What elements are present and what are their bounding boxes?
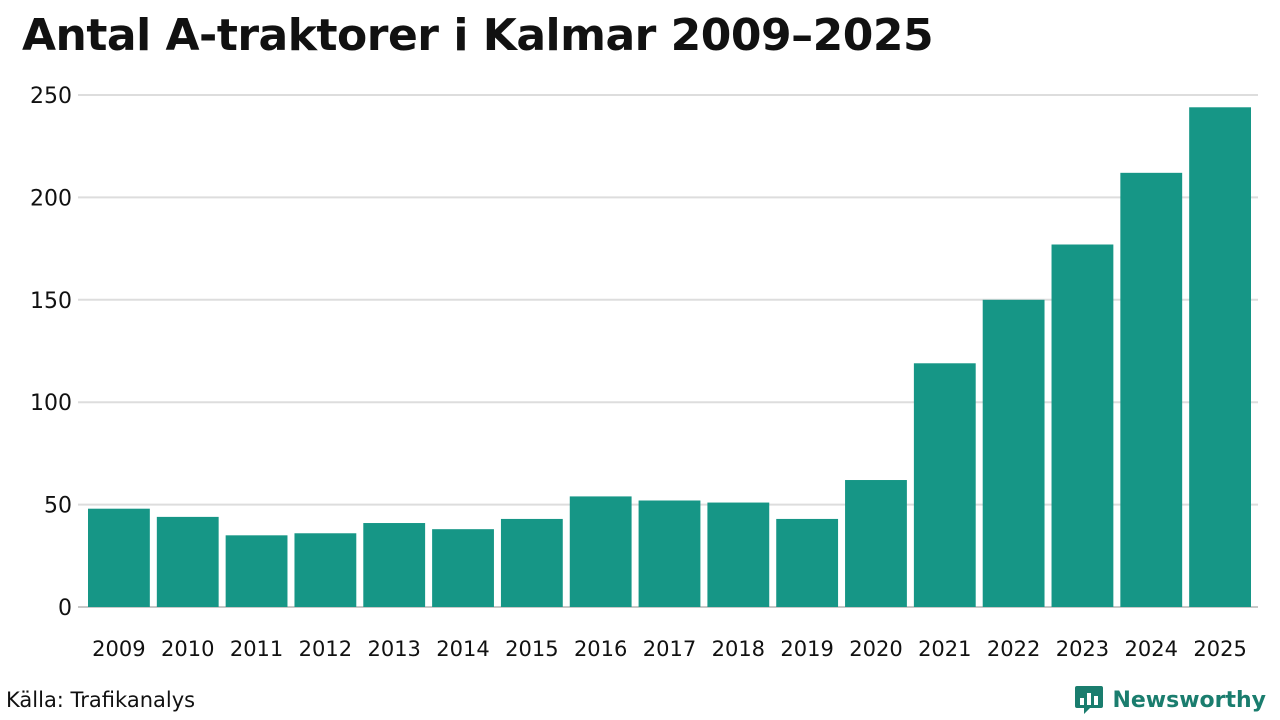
y-tick-label: 50: [44, 494, 72, 519]
y-tick-label: 100: [30, 391, 72, 416]
source-note: Källa: Trafikanalys: [6, 688, 196, 712]
x-tick-label: 2022: [987, 637, 1040, 661]
bar-2014: [432, 529, 494, 607]
x-tick-label: 2017: [643, 637, 696, 661]
bar-2015: [500, 518, 563, 607]
bar-2018: [707, 502, 770, 607]
bar-2009: [88, 508, 150, 607]
x-tick-label: 2009: [92, 637, 145, 661]
bar-2011: [225, 535, 288, 607]
x-tick-label: 2019: [780, 637, 833, 661]
x-tick-label: 2012: [299, 637, 352, 661]
x-tick-label: 2016: [574, 637, 627, 661]
bar-2025: [1189, 107, 1251, 608]
x-tick-label: 2024: [1125, 637, 1178, 661]
x-tick-label: 2014: [436, 637, 489, 661]
x-tick-label: 2013: [367, 637, 420, 661]
x-tick-label: 2021: [918, 637, 971, 661]
brand-logo[interactable]: Newsworthy: [1074, 684, 1266, 716]
bar-2017: [638, 500, 701, 607]
x-tick-label: 2023: [1056, 637, 1109, 661]
bar-2020: [845, 480, 907, 607]
x-tick-label: 2011: [230, 637, 283, 661]
chart-title: Antal A-traktorer i Kalmar 2009–2025: [22, 10, 934, 61]
bar-2016: [569, 496, 632, 607]
y-axis-tick-labels: 0 50 100 150 200 250: [30, 84, 72, 621]
x-tick-label: 2025: [1193, 637, 1246, 661]
y-tick-label: 0: [58, 596, 72, 621]
x-tick-label: 2010: [161, 637, 214, 661]
x-tick-label: 2018: [712, 637, 765, 661]
bar-2022: [982, 299, 1045, 607]
x-axis-tick-labels: 2009 2010 2011 2012 2013 2014 2015 2016 2017 2018…: [92, 637, 1247, 661]
y-tick-label: 150: [30, 289, 72, 314]
bar-2023: [1051, 244, 1114, 607]
bar-2019: [776, 518, 839, 607]
x-tick-label: 2020: [849, 637, 902, 661]
bar-2010: [156, 516, 219, 607]
bar-2012: [294, 533, 357, 607]
bars: [88, 107, 1251, 608]
newsworthy-logo-icon: [1075, 686, 1104, 714]
bar-chart: 0 50 100 150 200 250 2009 2010 2011 2012 2013 2014…: [30, 84, 1258, 661]
bar-2021: [913, 363, 976, 607]
y-tick-label: 250: [30, 84, 72, 109]
x-tick-label: 2015: [505, 637, 558, 661]
y-tick-label: 200: [30, 186, 72, 211]
brand-name: Newsworthy: [1112, 687, 1266, 713]
bar-2024: [1120, 172, 1183, 607]
bar-2013: [363, 523, 426, 607]
